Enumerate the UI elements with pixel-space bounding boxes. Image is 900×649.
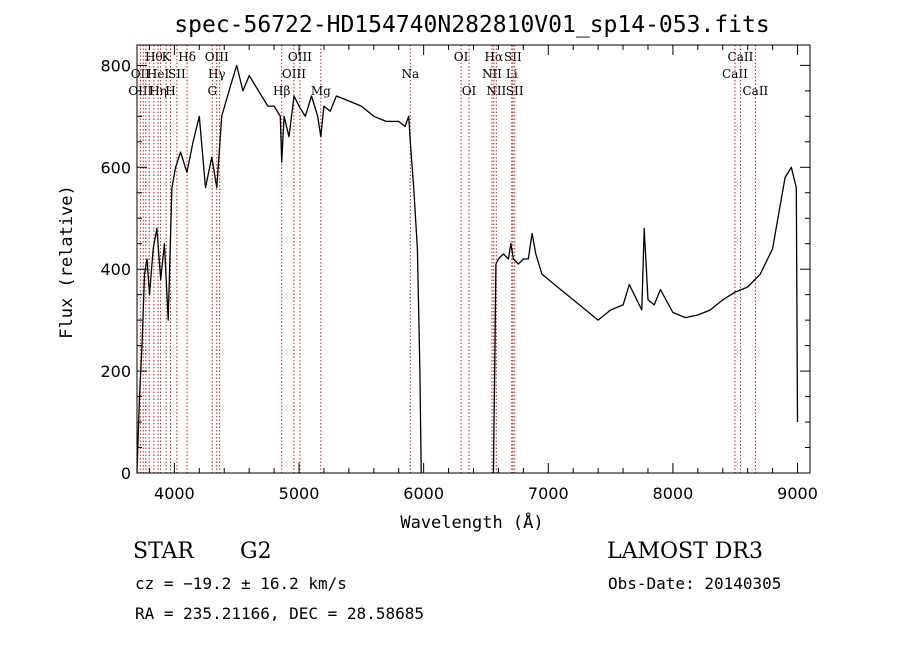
line-marker-label-5-1: Hη bbox=[149, 84, 167, 98]
line-marker-label-8-0: H bbox=[165, 84, 175, 98]
survey-label: LAMOST DR3 bbox=[607, 539, 763, 564]
line-marker-label-7-0: K bbox=[162, 50, 172, 64]
y-tick-label: 600 bbox=[100, 158, 131, 177]
line-marker-label-11-0: G bbox=[207, 84, 217, 98]
y-axis-label: Flux (relative) bbox=[57, 185, 77, 339]
line-marker-label-23-0: NII bbox=[486, 84, 506, 98]
line-marker-label-4-0: Hθ bbox=[145, 50, 163, 64]
plot-frame bbox=[136, 44, 811, 474]
x-axis-label: Wavelength (Å) bbox=[400, 511, 543, 533]
x-tick-label: 8000 bbox=[653, 484, 694, 503]
x-tick-label: 4000 bbox=[154, 484, 195, 503]
line-marker-label-25-0: SII bbox=[504, 50, 522, 64]
line-marker-label-28-0: CaII bbox=[728, 50, 754, 64]
y-tick-label: 800 bbox=[100, 56, 131, 75]
coordinates: RA = 235.21166, DEC = 28.58685 bbox=[135, 604, 424, 623]
line-marker-label-22-0: Hα bbox=[485, 50, 504, 64]
line-marker-label-27-0: CaII bbox=[722, 67, 748, 81]
line-marker-label-16-0: OIII bbox=[288, 50, 312, 64]
line-marker-label-24-0: Li bbox=[506, 67, 518, 81]
line-marker-label-15-0: OIII bbox=[282, 67, 306, 81]
line-marker-label-12-0: OIII bbox=[205, 50, 229, 64]
spectrum-lines bbox=[136, 64, 799, 474]
line-marker-label-21-0: NII bbox=[482, 67, 502, 81]
line-marker-label-12-1: Hγ bbox=[208, 67, 226, 81]
x-tick-label: 5000 bbox=[279, 484, 320, 503]
line-marker-label-5-0: HeI bbox=[147, 67, 170, 81]
line-marker-label-19-0: OI bbox=[454, 50, 469, 64]
x-tick-label: 7000 bbox=[528, 484, 569, 503]
x-tick-label: 6000 bbox=[403, 484, 444, 503]
line-marker-label-29-0: CaII bbox=[742, 84, 768, 98]
spectrum-segment-0 bbox=[136, 64, 422, 474]
line-marker-label-9-0: SII bbox=[168, 67, 186, 81]
line-marker-label-17-0: Mg bbox=[311, 84, 331, 98]
line-marker-label-14-0: Hβ bbox=[273, 84, 290, 98]
object-class-label: STAR bbox=[133, 539, 194, 564]
line-marker-label-10-0: Hδ bbox=[178, 50, 196, 64]
y-tick-label: 0 bbox=[121, 464, 131, 483]
x-tick-label: 9000 bbox=[777, 484, 818, 503]
redshift-velocity: cz = −19.2 ± 16.2 km/s bbox=[135, 574, 347, 593]
line-marker-label-18-0: Na bbox=[401, 67, 419, 81]
line-marker-label-26-0: SII bbox=[506, 84, 524, 98]
observation-date: Obs-Date: 20140305 bbox=[608, 574, 782, 593]
chart-title: spec-56722-HD154740N282810V01_sp14-053.f… bbox=[174, 12, 769, 38]
y-tick-label: 400 bbox=[100, 260, 131, 279]
spectral-subclass-label: G2 bbox=[240, 539, 272, 564]
line-marker-label-20-0: OI bbox=[462, 84, 477, 98]
spectrum-segment-1 bbox=[492, 166, 799, 474]
plot-axes: 4000 5000 6000 7000 8000 9000 0 200 400 600 800 bbox=[100, 44, 818, 503]
y-tick-label: 200 bbox=[100, 362, 131, 381]
